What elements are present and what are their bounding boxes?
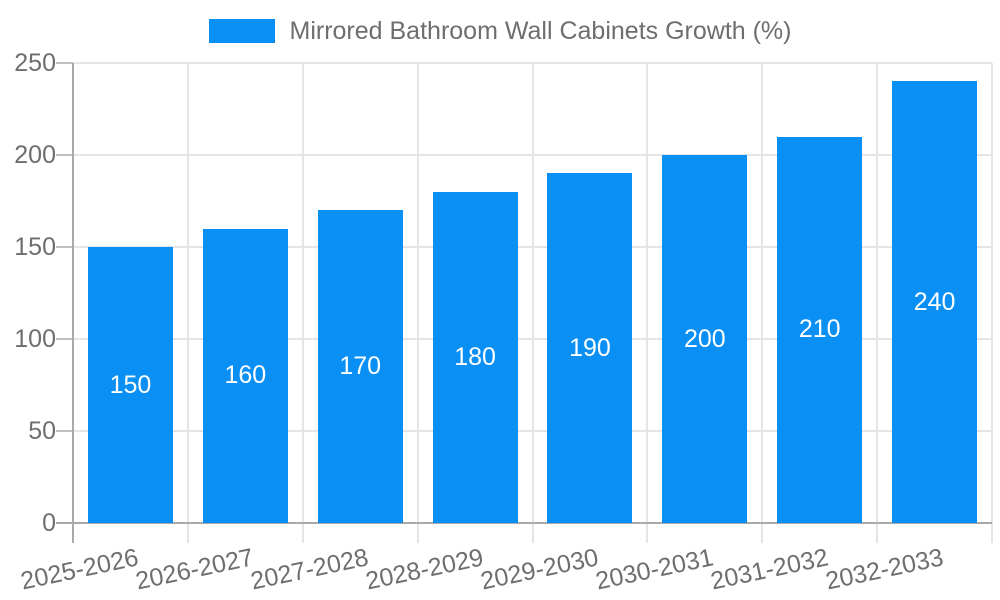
y-axis-tick <box>56 338 73 340</box>
grid-line-v <box>186 63 189 543</box>
grid-line-v <box>301 63 304 543</box>
bar-value-label: 170 <box>339 352 382 381</box>
grid-line-v <box>531 63 534 543</box>
bar: 170 <box>317 210 403 523</box>
bar-value-label: 180 <box>454 342 496 371</box>
y-tick-label: 0 <box>42 509 56 537</box>
plot-area: 150 160 170 180 190 200 210 240 0 50 100 150 200 250 2… <box>14 49 993 596</box>
y-tick-label: 250 <box>14 49 56 77</box>
bar: 150 <box>87 247 173 523</box>
grid-line-v <box>876 63 879 543</box>
legend-label: Mirrored Bathroom Wall Cabinets Growth (… <box>289 16 792 45</box>
grid-line-v <box>991 63 993 543</box>
bar: 190 <box>547 173 633 523</box>
y-tick-label: 50 <box>28 417 56 445</box>
bar: 210 <box>777 136 863 523</box>
y-tick-label: 100 <box>14 325 56 353</box>
bar: 180 <box>432 191 518 523</box>
legend: Mirrored Bathroom Wall Cabinets Growth (… <box>0 16 1000 46</box>
bar-value-label: 160 <box>224 361 267 390</box>
grid-line-v <box>416 63 419 543</box>
y-axis-tick <box>56 430 73 432</box>
bar: 200 <box>662 155 748 523</box>
bar: 240 <box>892 81 978 523</box>
legend-swatch <box>208 19 275 43</box>
grid-line-v <box>646 63 649 543</box>
grid-line-v <box>761 63 764 543</box>
bar-value-label: 190 <box>569 333 611 362</box>
y-axis-tick <box>56 62 73 64</box>
bar-value-label: 210 <box>798 315 841 344</box>
y-tick-label: 200 <box>14 141 56 169</box>
bar-value-label: 200 <box>683 324 726 353</box>
bar: 160 <box>202 228 288 523</box>
y-axis-tick <box>56 154 73 156</box>
y-axis-tick <box>56 246 73 248</box>
y-tick-label: 150 <box>14 233 56 261</box>
y-axis <box>72 63 74 543</box>
bar-value-label: 240 <box>913 287 956 316</box>
bar-value-label: 150 <box>109 370 152 399</box>
x-axis <box>56 522 992 524</box>
